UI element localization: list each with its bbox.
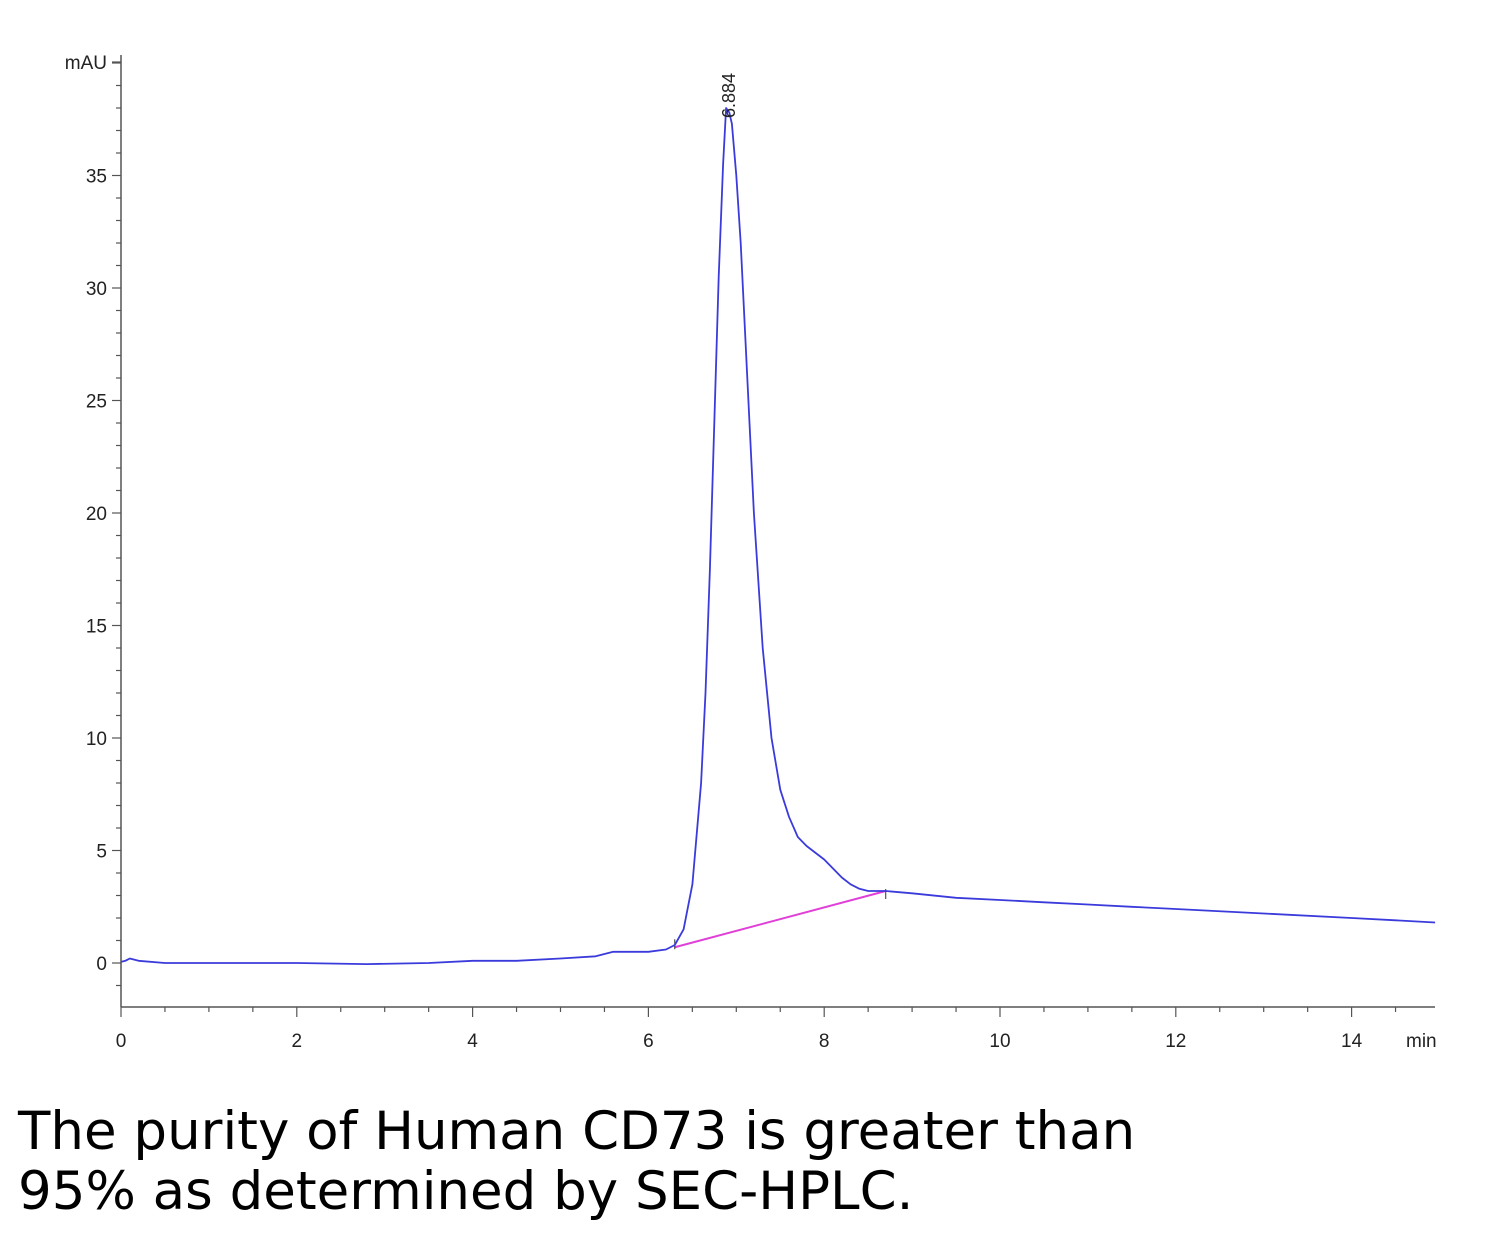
- labels-layer: 0 5 10 15 20 25 30 35 mAU 0 2 4 6 8 10 12 14 min 6.884: [65, 53, 1437, 1052]
- peak-label: 6.884: [719, 73, 739, 118]
- y-tick-label: 35: [86, 167, 107, 188]
- y-tick-label: 25: [86, 392, 107, 413]
- x-tick-label: 12: [1165, 1031, 1186, 1052]
- y-unit-label: mAU: [65, 53, 107, 74]
- caption-line-1: The purity of Human CD73 is greater than: [18, 1101, 1136, 1162]
- integration-baseline-layer: [674, 889, 887, 950]
- x-tick-label: 4: [467, 1031, 478, 1052]
- series-layer: [120, 107, 1436, 965]
- x-tick-label: 8: [819, 1031, 830, 1052]
- x-tick-label: 10: [989, 1031, 1010, 1052]
- integration-baseline: [674, 890, 886, 949]
- x-unit-label: min: [1406, 1031, 1437, 1052]
- y-tick-label: 15: [86, 617, 107, 638]
- y-tick-label: 20: [86, 504, 107, 525]
- figure-caption: The purity of Human CD73 is greater than…: [18, 1102, 1478, 1222]
- y-tick-label: 0: [96, 954, 107, 975]
- x-tick-label: 14: [1341, 1031, 1363, 1052]
- x-tick-label: 6: [643, 1031, 654, 1052]
- axes: [112, 55, 1435, 1017]
- y-tick-label: 5: [96, 842, 107, 863]
- y-tick-label: 30: [86, 279, 107, 300]
- x-tick-label: 2: [292, 1031, 303, 1052]
- x-tick-label: 0: [116, 1031, 127, 1052]
- y-tick-label: 10: [86, 729, 107, 750]
- series-line-1: [120, 107, 1436, 965]
- chromatogram-chart: 0 5 10 15 20 25 30 35 mAU 0 2 4 6 8 10 12 14 min 6.884: [65, 53, 1437, 1052]
- caption-line-2: 95% as determined by SEC-HPLC.: [18, 1161, 914, 1222]
